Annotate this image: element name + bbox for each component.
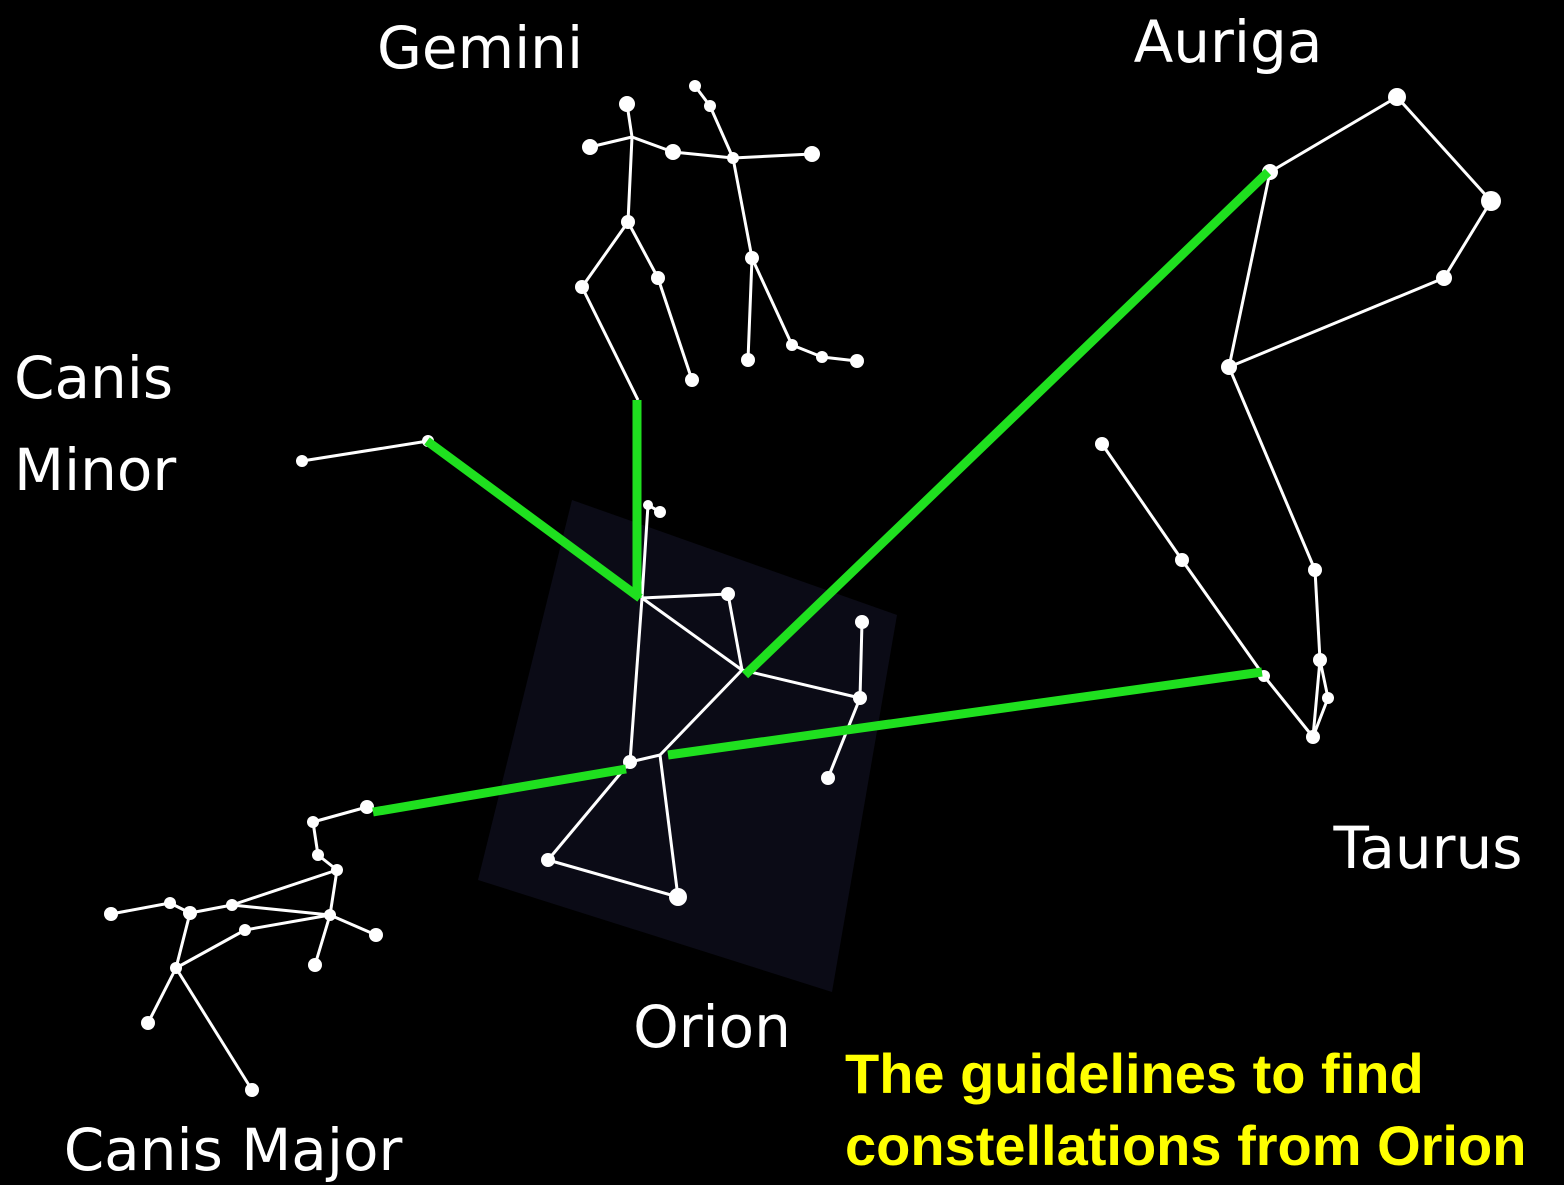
star <box>1388 88 1406 106</box>
label-auriga: Auriga <box>1134 8 1323 76</box>
star <box>786 339 798 351</box>
star <box>727 152 739 164</box>
star <box>745 251 759 265</box>
star <box>853 691 867 705</box>
star <box>1313 653 1327 667</box>
star <box>369 928 383 942</box>
label-canis-minor: Canis <box>14 344 173 412</box>
caption: The guidelines to find <box>845 1042 1424 1105</box>
star <box>582 139 598 155</box>
star <box>651 271 665 285</box>
star <box>245 1083 259 1097</box>
star <box>619 96 635 112</box>
star <box>183 906 197 920</box>
label-gemini: Gemini <box>377 14 583 82</box>
star <box>360 800 374 814</box>
label-taurus: Taurus <box>1333 814 1523 882</box>
star <box>239 924 251 936</box>
star <box>312 849 324 861</box>
star <box>669 888 687 906</box>
star <box>1175 553 1189 567</box>
star <box>855 615 869 629</box>
star <box>141 1016 155 1030</box>
label-orion: Orion <box>633 993 791 1061</box>
star <box>689 80 701 92</box>
star <box>804 146 820 162</box>
star <box>665 144 681 160</box>
star <box>643 500 653 510</box>
star <box>1322 692 1334 704</box>
star <box>816 351 828 363</box>
label-canis-minor: Minor <box>14 436 176 504</box>
star <box>1436 270 1452 286</box>
star <box>741 353 755 367</box>
star <box>575 280 589 294</box>
star <box>685 373 699 387</box>
star <box>1306 730 1320 744</box>
star <box>324 909 336 921</box>
star <box>1481 191 1501 211</box>
sky-diagram: Gemini Auriga Canis Minor Taurus Orion C… <box>0 0 1564 1185</box>
star <box>1308 563 1322 577</box>
star <box>821 771 835 785</box>
star <box>1095 437 1109 451</box>
star <box>850 354 864 368</box>
star <box>654 506 666 518</box>
star <box>704 100 716 112</box>
star <box>307 816 319 828</box>
star <box>541 853 555 867</box>
star <box>721 587 735 601</box>
star <box>170 962 182 974</box>
star <box>621 215 635 229</box>
star <box>164 897 176 909</box>
star <box>226 899 238 911</box>
star <box>296 455 308 467</box>
star <box>331 864 343 876</box>
star <box>308 958 322 972</box>
label-canis-major: Canis Major <box>64 1116 403 1184</box>
star <box>104 907 118 921</box>
caption: constellations from Orion <box>845 1114 1526 1177</box>
star <box>1221 359 1237 375</box>
